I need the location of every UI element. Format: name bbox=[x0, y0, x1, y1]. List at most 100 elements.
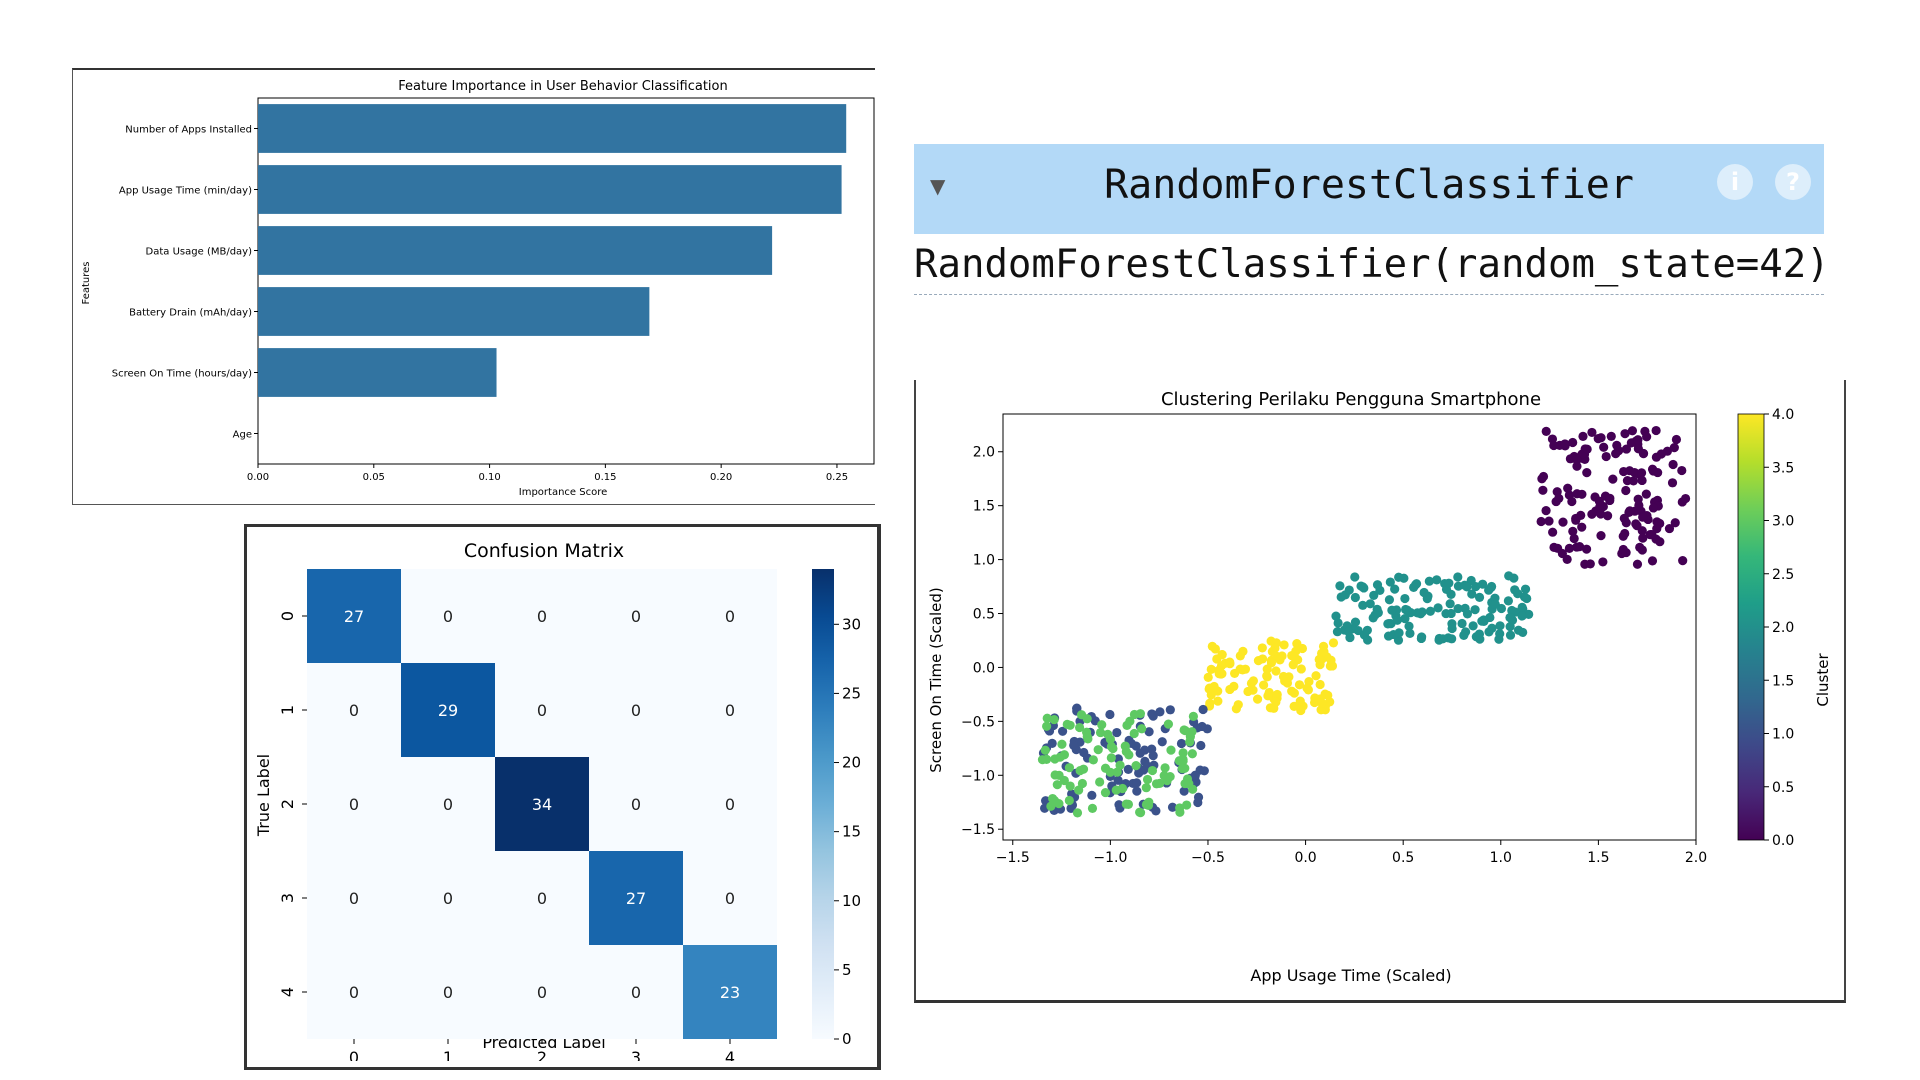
sc-point bbox=[1400, 593, 1410, 604]
sc-point bbox=[1167, 802, 1178, 812]
sc-point bbox=[1567, 496, 1577, 507]
sc-point bbox=[1050, 754, 1060, 764]
cm-cell-value: 0 bbox=[349, 983, 359, 1002]
sc-point bbox=[1596, 509, 1606, 519]
sc-point bbox=[1571, 513, 1581, 524]
sc-point bbox=[1585, 559, 1595, 569]
model-params: RandomForestClassifier(random_state=42) bbox=[914, 242, 1824, 295]
cm-cell bbox=[589, 569, 683, 663]
sc-colorbar-tick-label: 3.0 bbox=[1772, 514, 1794, 530]
sc-point bbox=[1462, 582, 1472, 592]
sc-point bbox=[1288, 660, 1298, 670]
cm-cell bbox=[401, 851, 495, 945]
fi-xtick-label: 0.20 bbox=[710, 472, 732, 483]
sc-point bbox=[1185, 737, 1195, 747]
sc-point bbox=[1680, 493, 1691, 504]
fi-ytick-label: Screen On Time (hours/day) bbox=[112, 369, 252, 380]
sc-colorbar-tick-label: 1.5 bbox=[1772, 673, 1794, 689]
sc-point bbox=[1275, 655, 1285, 665]
sc-point bbox=[1114, 800, 1124, 810]
fi-xtick-label: 0.05 bbox=[363, 472, 385, 483]
sc-point bbox=[1478, 579, 1488, 589]
sc-point bbox=[1180, 726, 1190, 736]
sc-point bbox=[1577, 489, 1587, 499]
info-icon[interactable]: i bbox=[1717, 164, 1753, 200]
sc-point bbox=[1267, 647, 1278, 657]
sc-point bbox=[1569, 533, 1579, 544]
sc-point bbox=[1505, 630, 1516, 640]
sc-point bbox=[1494, 634, 1504, 644]
fi-ylabel: Features bbox=[81, 262, 92, 305]
sc-point bbox=[1402, 605, 1412, 615]
cm-cell-value: 0 bbox=[631, 701, 641, 720]
sc-point bbox=[1390, 584, 1400, 594]
sc-point bbox=[1112, 727, 1122, 738]
cm-cell-value: 0 bbox=[537, 607, 547, 626]
fi-bar bbox=[258, 165, 842, 214]
sc-point bbox=[1582, 468, 1592, 478]
sc-point bbox=[1135, 709, 1146, 719]
cm-cell-value: 0 bbox=[631, 607, 641, 626]
sc-point bbox=[1064, 795, 1074, 806]
sc-point bbox=[1611, 449, 1621, 459]
sc-xtick-label: 1.5 bbox=[1587, 850, 1609, 866]
sc-point bbox=[1416, 609, 1426, 619]
sc-point bbox=[1587, 509, 1597, 519]
sc-point bbox=[1062, 719, 1072, 729]
sc-point bbox=[1316, 705, 1326, 715]
sc-point bbox=[1578, 431, 1588, 441]
sc-point bbox=[1625, 506, 1635, 516]
sc-point bbox=[1369, 590, 1379, 600]
sc-point bbox=[1642, 432, 1652, 442]
cm-cell bbox=[589, 757, 683, 851]
cm-cell bbox=[307, 663, 401, 757]
cm-cell bbox=[495, 851, 589, 945]
sc-point bbox=[1416, 633, 1426, 644]
sc-point bbox=[1490, 599, 1500, 609]
sc-point bbox=[1210, 644, 1220, 654]
sc-point bbox=[1513, 589, 1523, 599]
sc-point bbox=[1564, 543, 1574, 553]
sc-point bbox=[1405, 628, 1415, 639]
sc-point bbox=[1577, 522, 1587, 532]
sc-point bbox=[1368, 613, 1378, 623]
sc-ytick-label: 0.0 bbox=[973, 660, 995, 676]
cm-xtick-label: 0 bbox=[349, 1048, 359, 1061]
sc-point bbox=[1385, 577, 1395, 587]
sc-point bbox=[1294, 680, 1305, 690]
fi-bar bbox=[258, 226, 773, 275]
sc-point bbox=[1225, 657, 1235, 667]
sc-point bbox=[1225, 684, 1235, 695]
caret-down-icon[interactable]: ▼ bbox=[930, 174, 946, 198]
sc-point bbox=[1252, 694, 1263, 704]
sc-point bbox=[1135, 808, 1146, 818]
sc-point bbox=[1678, 556, 1688, 566]
sc-colorbar-tick-label: 1.0 bbox=[1772, 727, 1794, 743]
cm-ytick-label: 0 bbox=[278, 611, 297, 621]
sc-point bbox=[1470, 605, 1480, 615]
help-icon[interactable]: ? bbox=[1775, 164, 1811, 200]
cm-cell bbox=[683, 569, 777, 663]
sc-point bbox=[1182, 800, 1192, 810]
sc-point bbox=[1608, 474, 1618, 484]
sc-point bbox=[1134, 768, 1144, 778]
sc-xtick-label: −1.0 bbox=[1093, 850, 1127, 866]
sc-point bbox=[1188, 711, 1198, 721]
sc-ytick-label: −1.5 bbox=[961, 822, 995, 838]
fi-ytick-label: Number of Apps Installed bbox=[125, 125, 252, 136]
sc-point bbox=[1363, 635, 1373, 645]
cm-cell bbox=[495, 663, 589, 757]
sc-point bbox=[1383, 619, 1393, 629]
cm-title: Confusion Matrix bbox=[464, 540, 624, 562]
sc-point bbox=[1087, 790, 1097, 800]
sc-point bbox=[1115, 760, 1125, 770]
model-widget-header[interactable]: ▼ RandomForestClassifier i ? bbox=[914, 144, 1824, 234]
sc-point bbox=[1538, 485, 1548, 495]
cm-ytick-label: 4 bbox=[278, 987, 297, 997]
sc-title: Clustering Perilaku Pengguna Smartphone bbox=[1161, 389, 1541, 410]
sc-point bbox=[1315, 679, 1325, 690]
sc-point bbox=[1040, 745, 1050, 755]
cm-cell bbox=[495, 757, 589, 851]
sc-point bbox=[1335, 581, 1345, 591]
sc-point bbox=[1350, 617, 1361, 627]
